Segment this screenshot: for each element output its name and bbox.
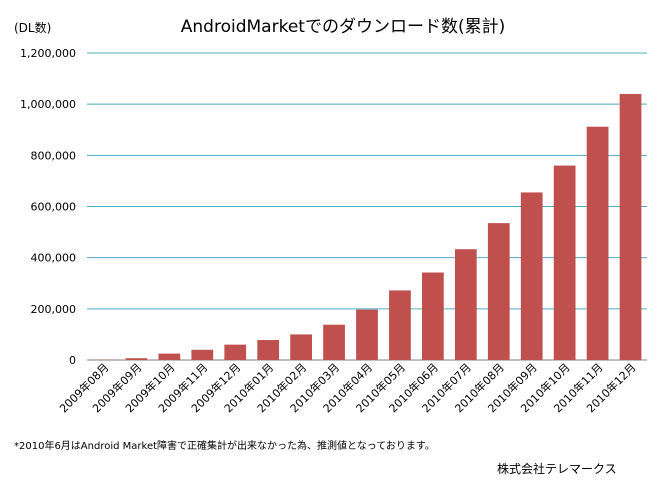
y-tick-label: 600,000: [31, 201, 77, 214]
bar: [454, 249, 477, 360]
bar: [389, 290, 411, 360]
bar: [422, 272, 444, 360]
bar: [290, 334, 312, 360]
bar: [553, 165, 576, 360]
x-tick-labels: 2009年08月2009年09月2009年10月2009年11月2009年12月…: [56, 360, 638, 415]
footnote: *2010年6月はAndroid Market障害で正確集計が出来なかった為、推…: [14, 441, 435, 452]
bar: [158, 353, 181, 360]
chart-title: AndroidMarketでのダウンロード数(累計): [181, 17, 505, 37]
y-tick-label: 800,000: [31, 149, 77, 162]
bar: [356, 309, 378, 360]
bar: [125, 358, 148, 360]
y-tick-label: 0: [69, 354, 76, 367]
bar: [520, 192, 543, 360]
y-axis-label: (DL数): [14, 20, 51, 35]
bar: [586, 126, 609, 361]
bar: [257, 340, 280, 360]
gridlines: [87, 52, 647, 361]
bar: [191, 349, 214, 360]
bar: [487, 223, 510, 360]
bar: [323, 324, 345, 360]
bar: [224, 344, 247, 360]
bar: [619, 93, 642, 360]
bars: [92, 93, 642, 361]
company-name: 株式会社テレマークス: [497, 462, 617, 476]
y-tick-label: 200,000: [31, 303, 77, 316]
y-tick-labels: 0 200,000 400,000 600,000 800,000 1,000,000 1,…: [20, 47, 76, 367]
y-tick-label: 1,000,000: [20, 98, 76, 111]
y-tick-label: 400,000: [31, 252, 77, 265]
y-tick-label: 1,200,000: [20, 47, 76, 60]
